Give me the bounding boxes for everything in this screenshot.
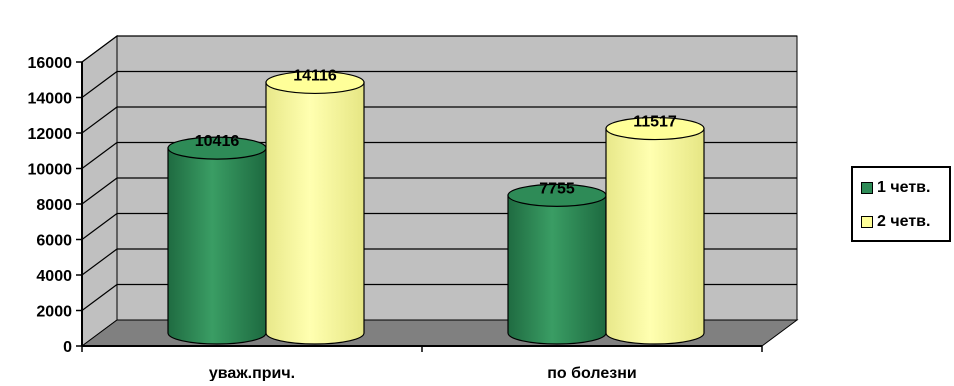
gridline bbox=[81, 35, 797, 63]
x-tick-label: по болезни bbox=[547, 365, 636, 381]
y-tick-label: 12000 bbox=[28, 126, 73, 143]
bar-cylinder-top bbox=[605, 116, 705, 141]
y-tick-label: 16000 bbox=[28, 55, 73, 72]
legend: 1 четв. 2 четв. bbox=[851, 166, 951, 242]
legend-label-series-2: 2 четв. bbox=[877, 213, 931, 230]
gridline bbox=[81, 106, 797, 134]
y-tick-label: 14000 bbox=[28, 91, 73, 108]
y-tick-label: 2000 bbox=[36, 304, 72, 321]
data-label: 7755 bbox=[539, 180, 575, 197]
data-label: 10416 bbox=[195, 133, 240, 150]
bar-cylinder-top bbox=[265, 70, 365, 95]
legend-item-series-2: 2 четв. bbox=[861, 213, 930, 231]
legend-item-series-1: 1 четв. bbox=[861, 179, 930, 197]
data-label: 14116 bbox=[293, 67, 337, 84]
gridline bbox=[81, 177, 797, 205]
gridline bbox=[81, 141, 797, 169]
bar-cylinder bbox=[507, 194, 607, 345]
y-tick-label: 4000 bbox=[36, 268, 72, 285]
legend-swatch-series-2 bbox=[861, 216, 873, 228]
y-tick-label: 10000 bbox=[28, 162, 73, 179]
data-label: 11517 bbox=[633, 114, 677, 131]
y-tick-label: 0 bbox=[63, 339, 72, 356]
bar-cylinder bbox=[605, 127, 705, 345]
y-tick-label: 6000 bbox=[36, 233, 72, 250]
legend-swatch-series-1 bbox=[861, 182, 873, 194]
legend-label-series-1: 1 четв. bbox=[877, 179, 931, 196]
gridline bbox=[81, 70, 797, 98]
y-tick-label: 8000 bbox=[36, 197, 72, 214]
bar-cylinder bbox=[167, 147, 267, 345]
bar-cylinder bbox=[265, 81, 365, 345]
x-tick-label: уваж.прич. bbox=[209, 365, 295, 381]
